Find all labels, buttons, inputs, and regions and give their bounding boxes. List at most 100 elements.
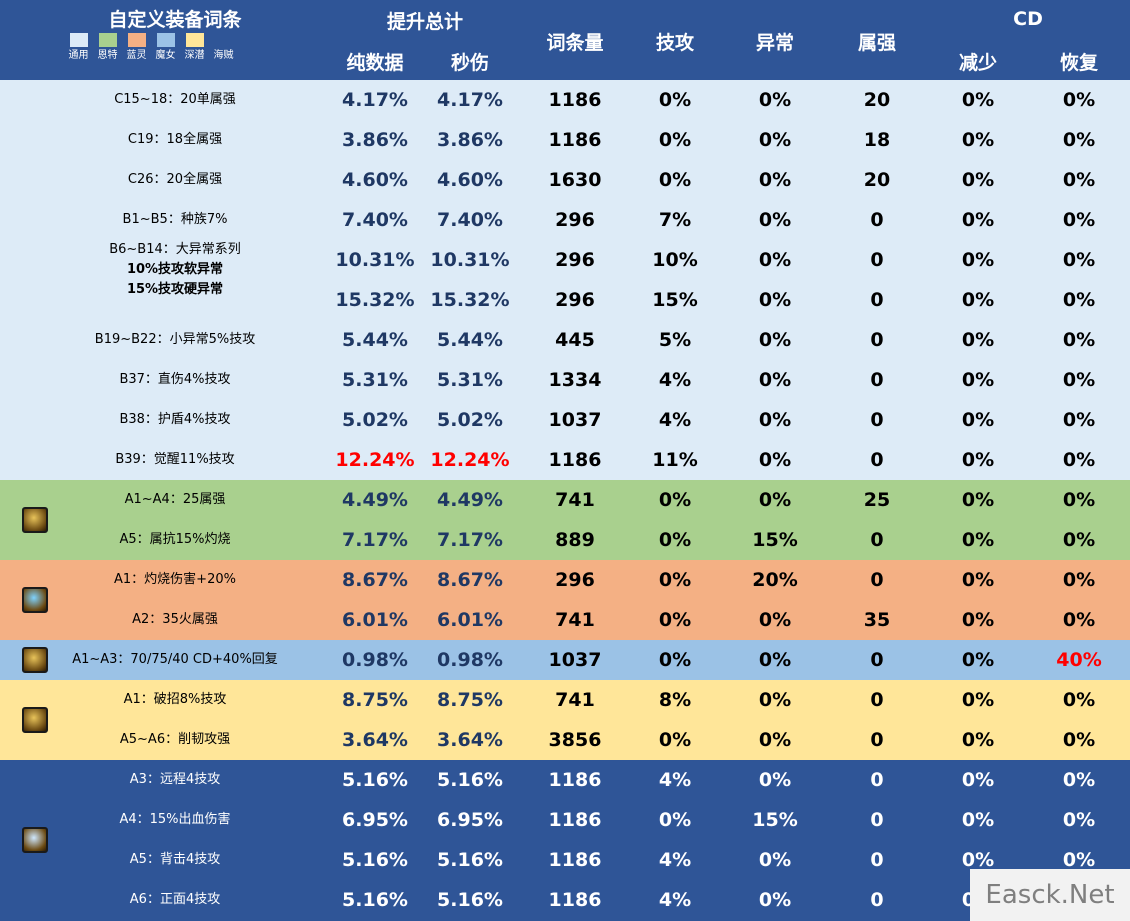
count-cell: 1186	[548, 129, 602, 151]
row-label: B6~B14：大异常系列 10%技攻软异常	[0, 240, 350, 280]
row-label: B1~B5：种族7%	[122, 212, 228, 227]
legend-swatch	[214, 33, 233, 47]
abnormal-cell: 0%	[758, 649, 792, 671]
skill-atk-cell: 4%	[658, 889, 692, 911]
abnormal-cell: 0%	[758, 329, 792, 351]
count-cell: 1186	[548, 849, 602, 871]
count-cell: 445	[555, 329, 595, 351]
header-group-total: 提升总计	[386, 11, 463, 33]
pirate-set-icon	[22, 827, 48, 853]
skill-atk-cell: 11%	[652, 449, 698, 471]
pure-data-cell: 0.98%	[342, 649, 408, 671]
element-cell: 0	[870, 249, 884, 271]
cd-reduce-cell: 0%	[961, 409, 995, 431]
skill-atk-cell: 4%	[658, 849, 692, 871]
count-cell: 741	[555, 689, 595, 711]
element-cell: 0	[870, 529, 884, 551]
row-label: C19：18全属强	[127, 132, 223, 147]
count-cell: 1186	[548, 89, 602, 111]
element-cell: 0	[870, 809, 884, 831]
header-group-cd: CD	[1013, 8, 1043, 30]
cd-reduce-cell: 0%	[961, 529, 995, 551]
header-dps: 秒伤	[450, 52, 489, 74]
cd-recover-cell: 40%	[1056, 649, 1102, 671]
skill-atk-cell: 4%	[658, 769, 692, 791]
element-cell: 0	[870, 329, 884, 351]
dps-cell: 5.16%	[437, 849, 503, 871]
skill-atk-cell: 0%	[658, 609, 692, 631]
element-cell: 18	[863, 129, 891, 151]
count-cell: 889	[555, 529, 595, 551]
cd-reduce-cell: 0%	[961, 169, 995, 191]
count-cell: 1630	[548, 169, 602, 191]
row-label: A1~A4：25属强	[124, 492, 226, 507]
row-label: A5：背击4技攻	[129, 852, 221, 867]
row-label: A1：破招8%技攻	[123, 692, 227, 707]
table-row: A5：背击4技攻 5.16% 5.16% 1186 4% 0% 0 0% 0%	[0, 840, 1130, 880]
table-row: C15~18：20单属强 4.17% 4.17% 1186 0% 0% 20 0% 0%	[0, 80, 1130, 120]
blue-spirit-set-icon	[22, 587, 48, 613]
header-skill-atk: 技攻	[655, 32, 694, 54]
element-cell: 0	[870, 649, 884, 671]
pure-data-cell: 8.67%	[342, 569, 408, 591]
cd-recover-cell: 0%	[1062, 329, 1096, 351]
dps-cell: 5.02%	[437, 409, 503, 431]
cd-recover-cell: 0%	[1062, 729, 1096, 751]
legend-item: 蓝灵	[122, 33, 151, 61]
table-row: C26：20全属强 4.60% 4.60% 1630 0% 0% 20 0% 0%	[0, 160, 1130, 200]
header-element: 属强	[857, 32, 896, 54]
cd-recover-cell: 0%	[1062, 289, 1096, 311]
cd-reduce-cell: 0%	[961, 689, 995, 711]
row-label: B37：直伤4%技攻	[119, 372, 231, 387]
witch-set-icon	[22, 647, 48, 673]
abnormal-cell: 0%	[758, 609, 792, 631]
cd-recover-cell: 0%	[1062, 449, 1096, 471]
count-cell: 3856	[548, 729, 602, 751]
abnormal-cell: 0%	[758, 769, 792, 791]
count-cell: 1334	[548, 369, 602, 391]
legend-item: 深潜	[180, 33, 209, 61]
table-row: B1~B5：种族7% 7.40% 7.40% 296 7% 0% 0 0% 0%	[0, 200, 1130, 240]
skill-atk-cell: 0%	[658, 89, 692, 111]
count-cell: 1037	[548, 409, 602, 431]
dps-cell: 10.31%	[430, 249, 510, 271]
table-row: B38：护盾4%技攻 5.02% 5.02% 1037 4% 0% 0 0% 0%	[0, 400, 1130, 440]
dps-cell: 15.32%	[430, 289, 510, 311]
legend-item: 海贼	[209, 33, 238, 61]
row-label: B19~B22：小异常5%技攻	[94, 332, 256, 347]
pure-data-cell: 7.17%	[342, 529, 408, 551]
cd-recover-cell: 0%	[1062, 169, 1096, 191]
legend-label: 蓝灵	[126, 50, 147, 61]
cd-reduce-cell: 0%	[961, 489, 995, 511]
row-label: A2：35火属强	[132, 612, 218, 627]
element-cell: 0	[870, 289, 884, 311]
dps-cell: 4.60%	[437, 169, 503, 191]
count-cell: 1186	[548, 449, 602, 471]
cd-recover-cell: 0%	[1062, 129, 1096, 151]
cd-recover-cell: 0%	[1062, 409, 1096, 431]
row-label: A5~A6：削韧攻强	[119, 732, 231, 747]
skill-atk-cell: 10%	[652, 249, 698, 271]
dps-cell: 6.95%	[437, 809, 503, 831]
cd-recover-cell: 0%	[1062, 249, 1096, 271]
cd-recover-cell: 0%	[1062, 809, 1096, 831]
element-cell: 20	[863, 89, 891, 111]
row-label: B39：觉醒11%技攻	[115, 452, 235, 467]
dps-cell: 3.64%	[437, 729, 503, 751]
cd-recover-cell: 0%	[1062, 209, 1096, 231]
skill-atk-cell: 0%	[658, 169, 692, 191]
table-title: 自定义装备词条	[108, 9, 242, 31]
abnormal-cell: 0%	[758, 449, 792, 471]
abnormal-cell: 0%	[758, 169, 792, 191]
pure-data-cell: 12.24%	[335, 449, 415, 471]
abnormal-cell: 15%	[752, 529, 798, 551]
row-label: C15~18：20单属强	[114, 92, 236, 107]
skill-atk-cell: 0%	[658, 529, 692, 551]
pure-data-cell: 5.02%	[342, 409, 408, 431]
cd-reduce-cell: 0%	[961, 89, 995, 111]
pure-data-cell: 6.95%	[342, 809, 408, 831]
table-header: 自定义装备词条 通用 恩特 蓝灵 魔女 深潜 海贼 提升总计 纯数据 秒伤 词条量 技攻 …	[0, 0, 1130, 80]
abnormal-cell: 0%	[758, 249, 792, 271]
count-cell: 296	[555, 569, 595, 591]
cd-reduce-cell: 0%	[961, 209, 995, 231]
